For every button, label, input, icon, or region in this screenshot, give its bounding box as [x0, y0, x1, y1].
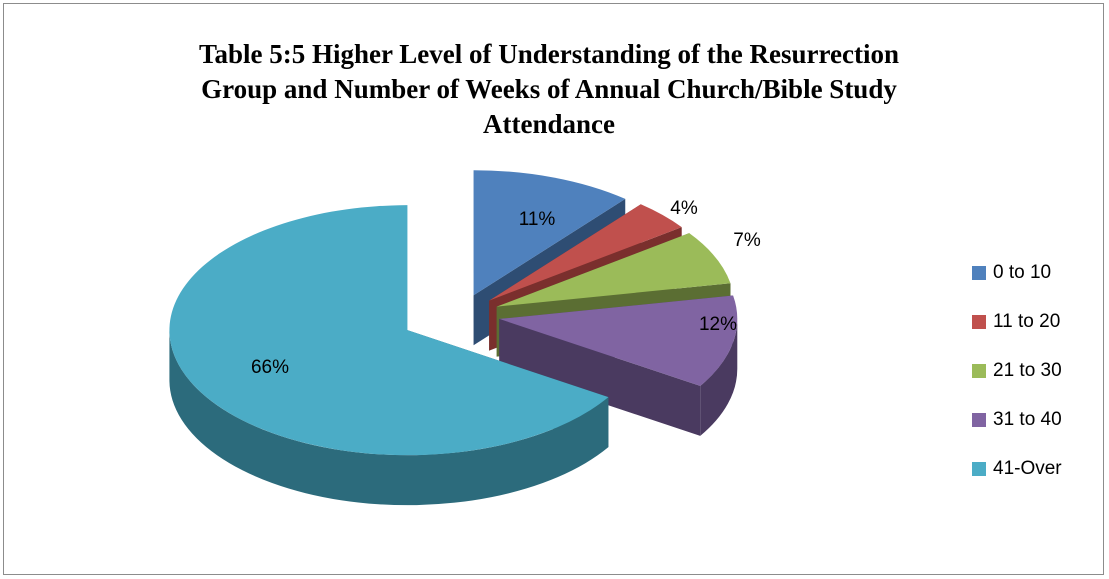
legend-label-21-to-30: 21 to 30 [993, 359, 1062, 381]
data-label-31-to-40: 12% [699, 314, 737, 335]
legend-label-0-to-10: 0 to 10 [993, 261, 1052, 283]
chart-title: Table 5:5 Higher Level of Understanding … [104, 37, 994, 142]
legend-item-41-over: 41-Over [972, 444, 1062, 493]
slice-top-41-over [169, 205, 609, 456]
legend-swatch-41-over [972, 461, 986, 476]
data-label-41-over: 66% [251, 357, 289, 378]
slice-top-21-to-30 [496, 233, 731, 307]
slice-top-31-to-40 [499, 295, 738, 386]
legend-swatch-11-to-20 [972, 314, 986, 329]
legend-label-11-to-20: 11 to 20 [993, 310, 1061, 332]
slice-outer-wall-31-to-40 [700, 318, 738, 436]
legend-item-21-to-30: 21 to 30 [972, 346, 1062, 395]
legend-label-41-over: 41-Over [993, 457, 1062, 479]
legend-item-31-to-40: 31 to 40 [972, 395, 1062, 444]
data-label-0-to-10: 11% [519, 209, 556, 230]
chart-title-line-1: Table 5:5 Higher Level of Understanding … [199, 39, 899, 69]
slice-outer-wall-41-over [169, 330, 609, 506]
chart-title-line-3: Attendance [483, 109, 615, 139]
legend-swatch-31-to-40 [972, 412, 986, 427]
data-label-11-to-20: 4% [670, 198, 698, 219]
legend-item-0-to-10: 0 to 10 [972, 248, 1062, 297]
legend-label-31-to-40: 31 to 40 [993, 408, 1062, 430]
legend-swatch-0-to-10 [972, 265, 986, 280]
data-label-21-to-30: 7% [733, 230, 761, 251]
legend: 0 to 10 11 to 20 21 to 30 31 to 40 41-Ov… [972, 248, 1062, 493]
slice-wall-31-to-40-end [499, 318, 701, 436]
slice-top-11-to-20 [489, 204, 682, 301]
chart-title-line-2: Group and Number of Weeks of Annual Chur… [201, 74, 897, 104]
legend-item-11-to-20: 11 to 20 [972, 297, 1062, 346]
slice-top-0-to-10 [473, 170, 626, 296]
legend-swatch-21-to-30 [972, 363, 986, 378]
